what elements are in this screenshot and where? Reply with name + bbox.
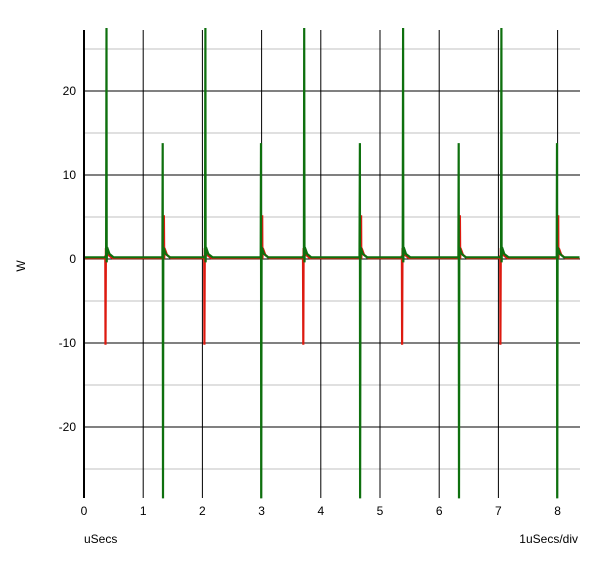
- y-tick-label: 10: [63, 168, 77, 182]
- grid-minor: [84, 48, 580, 470]
- labels: W uSecs 1uSecs/div: [14, 260, 578, 546]
- y-tick-label: 0: [69, 252, 76, 266]
- y-tick-label: -10: [59, 336, 77, 350]
- series-1-line: [84, 215, 580, 345]
- x-tick-label: 6: [436, 504, 443, 518]
- x-tick-label: 5: [377, 504, 384, 518]
- x-scale-label: 1uSecs/div: [519, 532, 578, 546]
- x-tick-label: 3: [258, 504, 265, 518]
- x-tick-label: 7: [495, 504, 502, 518]
- y-tick-label: 20: [63, 84, 77, 98]
- x-tick-label: 2: [199, 504, 206, 518]
- x-axis-label: uSecs: [84, 532, 117, 546]
- x-tick-label: 4: [317, 504, 324, 518]
- x-tick-label: 1: [140, 504, 147, 518]
- x-tick-label: 8: [554, 504, 561, 518]
- axes: 20 10 0 -10 -20 0 1 2 3 4 5 6 7 8: [59, 30, 561, 518]
- x-tick-label: 0: [81, 504, 88, 518]
- series-layer: [84, 27, 580, 499]
- grid-major: [84, 30, 580, 498]
- series-2-line: [84, 27, 580, 499]
- y-tick-label: -20: [59, 420, 77, 434]
- y-axis-label: W: [14, 260, 28, 272]
